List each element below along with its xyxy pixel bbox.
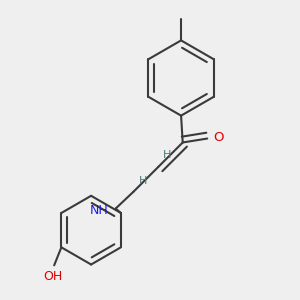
Text: OH: OH (43, 270, 62, 283)
Text: NH: NH (90, 204, 109, 217)
Text: H: H (163, 150, 172, 160)
Text: O: O (213, 131, 224, 144)
Text: H: H (139, 176, 147, 186)
